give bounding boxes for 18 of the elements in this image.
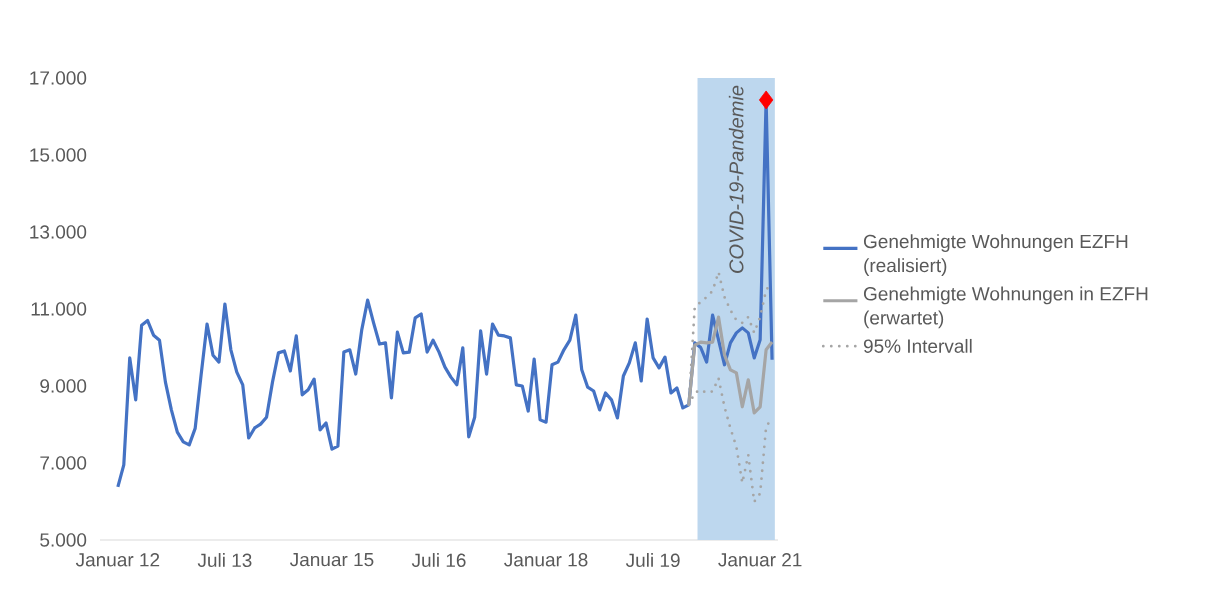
y-tick-label: 13.000	[30, 225, 87, 239]
y-tick-label: 11.000	[31, 302, 87, 316]
x-tick-label: Juli 19	[625, 553, 680, 568]
x-tick-label: Januar 12	[75, 553, 160, 567]
x-tick-label: Januar 15	[289, 553, 374, 567]
x-tick-label: Januar 21	[718, 553, 802, 567]
x-tick-label: Juli 13	[197, 553, 252, 568]
y-tick-label: 5.000	[40, 533, 87, 547]
y-tick-label: 17.000	[30, 71, 87, 85]
x-tick-label: Juli 16	[411, 553, 466, 568]
legend-label: 95% Intervall	[863, 338, 972, 353]
y-tick-label: 7.000	[40, 456, 87, 470]
y-tick-label: 15.000	[30, 148, 87, 162]
band-label: COVID-19-Pandemie	[728, 85, 744, 273]
y-tick-label: 9.000	[40, 379, 87, 393]
legend-label: Genehmigte Wohnungen in EZFH (erwartet)	[863, 286, 1148, 329]
legend-label: Genehmigte Wohnungen EZFH (realisiert)	[863, 234, 1128, 276]
x-tick-label: Januar 18	[504, 553, 588, 567]
